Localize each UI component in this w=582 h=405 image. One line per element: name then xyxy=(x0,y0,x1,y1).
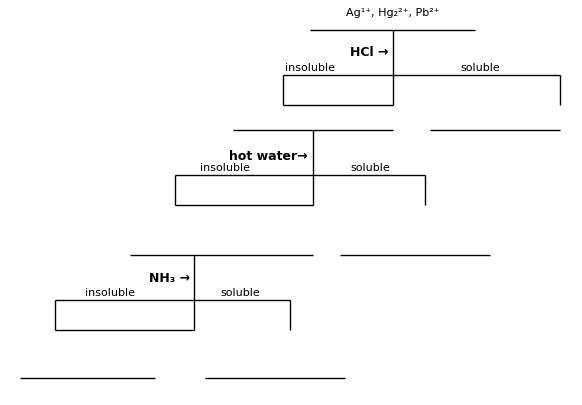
Text: soluble: soluble xyxy=(460,63,500,73)
Text: insoluble: insoluble xyxy=(85,288,135,298)
Text: HCl →: HCl → xyxy=(350,45,388,58)
Text: NH₃ →: NH₃ → xyxy=(149,271,190,284)
Text: insoluble: insoluble xyxy=(200,163,250,173)
Text: hot water→: hot water→ xyxy=(229,151,308,164)
Text: soluble: soluble xyxy=(220,288,260,298)
Text: soluble: soluble xyxy=(350,163,390,173)
Text: Ag¹⁺, Hg₂²⁺, Pb²⁺: Ag¹⁺, Hg₂²⁺, Pb²⁺ xyxy=(346,8,440,18)
Text: insoluble: insoluble xyxy=(285,63,335,73)
